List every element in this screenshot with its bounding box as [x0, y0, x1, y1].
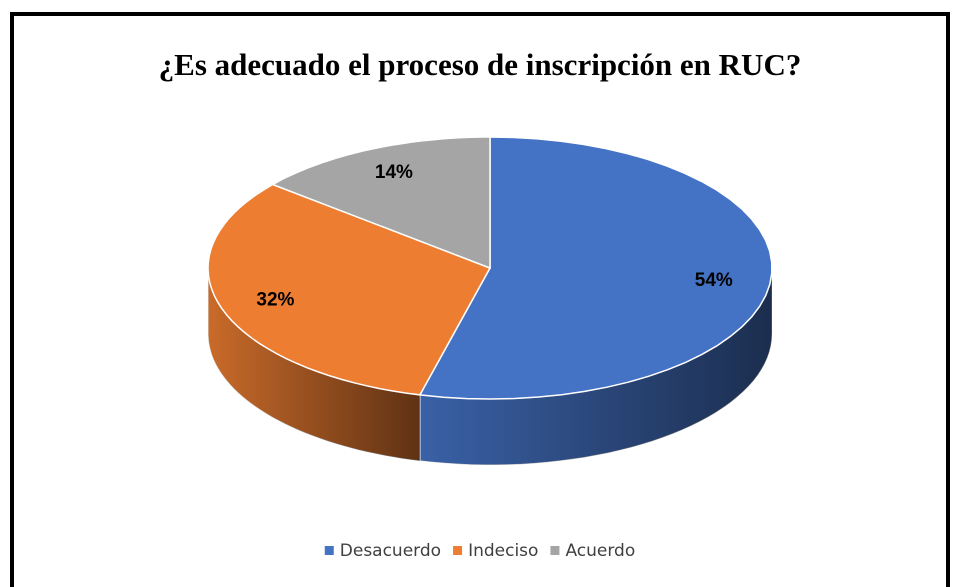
- legend-marker: [453, 546, 463, 555]
- legend-marker: [550, 546, 560, 555]
- legend-label: Indeciso: [468, 541, 538, 561]
- slice-side-shade: [208, 268, 420, 461]
- data-label: 14%: [375, 162, 413, 183]
- slice: [207, 183, 492, 396]
- slice: [270, 136, 491, 270]
- chart-title: ¿Es adecuado el proceso de inscripción e…: [159, 47, 802, 82]
- legend: Desacuerdo Indeciso Acuerdo: [324, 541, 635, 561]
- slice: [418, 136, 773, 400]
- data-label: 54%: [695, 270, 733, 291]
- frame: [10, 12, 950, 587]
- pie: 54% 32% 14%: [207, 136, 773, 466]
- legend-label: Desacuerdo: [340, 541, 441, 561]
- slice-side-shade: [419, 268, 772, 465]
- data-label: 32%: [256, 289, 294, 310]
- legend-label: Acuerdo: [565, 541, 635, 561]
- legend-marker: [324, 546, 334, 555]
